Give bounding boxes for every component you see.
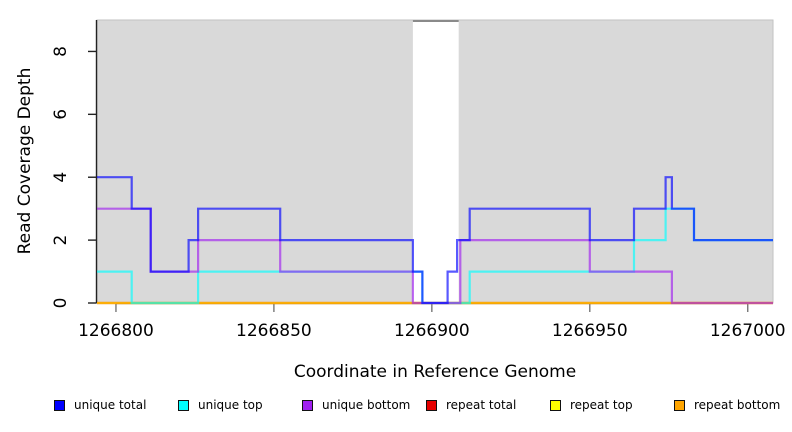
y-tick-label: 0 [51, 298, 71, 309]
legend-swatch [178, 399, 189, 411]
legend-item: unique top [178, 398, 302, 412]
legend-label: repeat top [570, 398, 633, 412]
y-tick-label: 4 [51, 172, 71, 183]
plot-area [96, 19, 774, 304]
legend-item: unique bottom [302, 398, 426, 412]
x-tick-label: 1267000 [710, 321, 786, 341]
x-axis-title: Coordinate in Reference Genome [294, 362, 576, 382]
legend-item: repeat total [426, 398, 550, 412]
legend-item: repeat bottom [674, 398, 792, 412]
y-tick-label: 2 [51, 235, 71, 246]
legend-item: unique total [54, 398, 178, 412]
x-tick-label: 1266850 [236, 321, 312, 341]
y-axis [88, 20, 98, 304]
legend-swatch [426, 399, 437, 411]
legend-swatch [302, 399, 313, 411]
x-tick-label: 1266800 [78, 321, 154, 341]
legend-label: repeat bottom [694, 398, 781, 412]
legend-item: repeat top [550, 398, 674, 412]
y-axis-title: Read Coverage Depth [15, 68, 35, 255]
series-lines [97, 176, 773, 305]
coverage-chart: 0 2 4 6 8 1266800 1266850 1266900 1266950 1267000… [15, 19, 786, 382]
legend-label: unique bottom [322, 398, 411, 412]
legend-label: unique total [74, 398, 147, 412]
legend-swatch [54, 399, 65, 411]
x-tick-label: 1266950 [552, 321, 628, 341]
x-tick-label: 1266900 [394, 321, 470, 341]
series-unique-total [97, 176, 773, 305]
axis-tick-labels: 0 2 4 6 8 1266800 1266850 1266900 1266950 1267000 [51, 46, 786, 341]
x-axis [115, 302, 749, 312]
legend-label: unique top [198, 398, 263, 412]
legend-swatch [674, 399, 685, 411]
y-tick-label: 6 [51, 109, 71, 120]
y-tick-label: 8 [51, 46, 71, 57]
legend: unique total unique top unique bottom repea… [54, 398, 792, 412]
legend-label: repeat total [446, 398, 517, 412]
legend-swatch [550, 399, 561, 411]
masked-region [412, 20, 459, 303]
